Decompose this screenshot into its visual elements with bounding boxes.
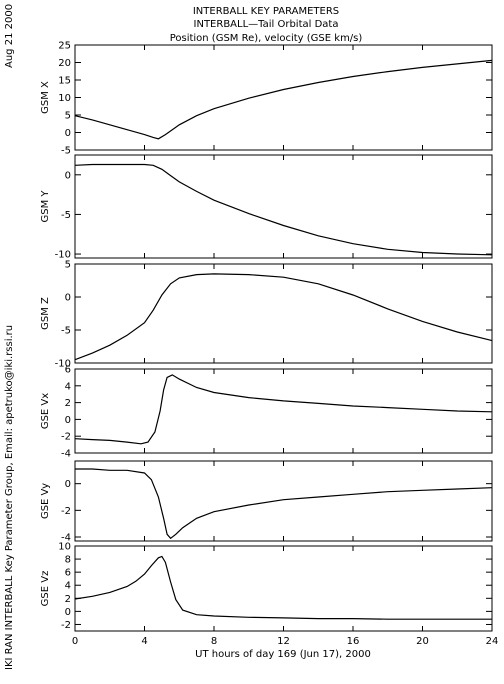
y-tick-label: -5	[61, 146, 71, 157]
series-line	[74, 555, 492, 620]
y-axis-label: GSE Vz	[40, 571, 51, 607]
y-tick-label: 10	[58, 93, 71, 104]
y-tick-label: 25	[58, 41, 71, 52]
y-tick-label: 8	[65, 555, 71, 566]
y-tick-label: 10	[58, 542, 71, 553]
series-line	[74, 163, 493, 256]
y-axis-label: GSM X	[40, 81, 51, 114]
y-tick-label: 6	[65, 365, 71, 376]
y-tick-label: 4	[65, 581, 71, 592]
y-tick-label: -10	[55, 359, 71, 370]
y-tick-label: 0	[65, 415, 71, 426]
y-tick-label: 20	[58, 58, 71, 69]
panel-frame	[74, 460, 493, 542]
y-axis-label: GSE Vx	[40, 393, 51, 429]
y-tick-label: 15	[58, 76, 71, 87]
x-tick-label: 4	[141, 636, 147, 647]
x-tick-label: 16	[347, 636, 360, 647]
y-axis-label: GSM Y	[40, 190, 51, 223]
x-tick-label: 24	[486, 636, 499, 647]
y-tick-label: -2	[61, 506, 71, 517]
panel-frame	[74, 368, 493, 454]
y-tick-label: 0	[65, 170, 71, 181]
x-tick-label: 12	[277, 636, 290, 647]
x-tick-label: 0	[72, 636, 78, 647]
x-tick-label: 8	[211, 636, 217, 647]
series-line	[75, 468, 493, 540]
series-line	[74, 273, 493, 361]
y-tick-label: -2	[61, 432, 71, 443]
y-tick-label: -2	[61, 620, 71, 631]
y-tick-label: 0	[65, 128, 71, 139]
y-tick-label: 4	[65, 381, 71, 392]
y-tick-label: -5	[61, 326, 71, 337]
y-axis-label: GSM Z	[40, 297, 51, 330]
panel-frame	[74, 263, 493, 364]
series-line	[74, 59, 493, 140]
y-axis-label: GSE Vy	[40, 483, 51, 519]
y-tick-label: -4	[61, 533, 71, 544]
credit-text: IKI RAN INTERBALL Key Parameter Group, E…	[4, 325, 15, 670]
x-axis-title: UT hours of day 169 (Jun 17), 2000	[195, 649, 371, 660]
y-tick-label: 0	[65, 607, 71, 618]
chart-title-line1: INTERBALL KEY PARAMETERS	[193, 6, 339, 17]
chart-title-line2: INTERBALL—Tail Orbital Data	[194, 19, 339, 30]
chart-title-line3: Position (GSM Re), velocity (GSE km/s)	[170, 33, 363, 44]
y-tick-label: 0	[65, 479, 71, 490]
y-tick-label: -10	[55, 250, 71, 261]
y-tick-label: 6	[65, 568, 71, 579]
date-label: Aug 21 2000	[4, 4, 15, 68]
y-tick-label: -5	[61, 210, 71, 221]
x-tick-label: 20	[416, 636, 429, 647]
panel-frame	[74, 44, 493, 151]
panel-frame	[74, 154, 493, 259]
y-tick-label: 0	[65, 293, 71, 304]
y-tick-label: 5	[65, 260, 71, 271]
y-tick-label: 2	[65, 398, 71, 409]
y-tick-label: -4	[61, 449, 71, 460]
y-tick-label: 5	[65, 111, 71, 122]
y-tick-label: 2	[65, 594, 71, 605]
series-line	[74, 374, 493, 445]
